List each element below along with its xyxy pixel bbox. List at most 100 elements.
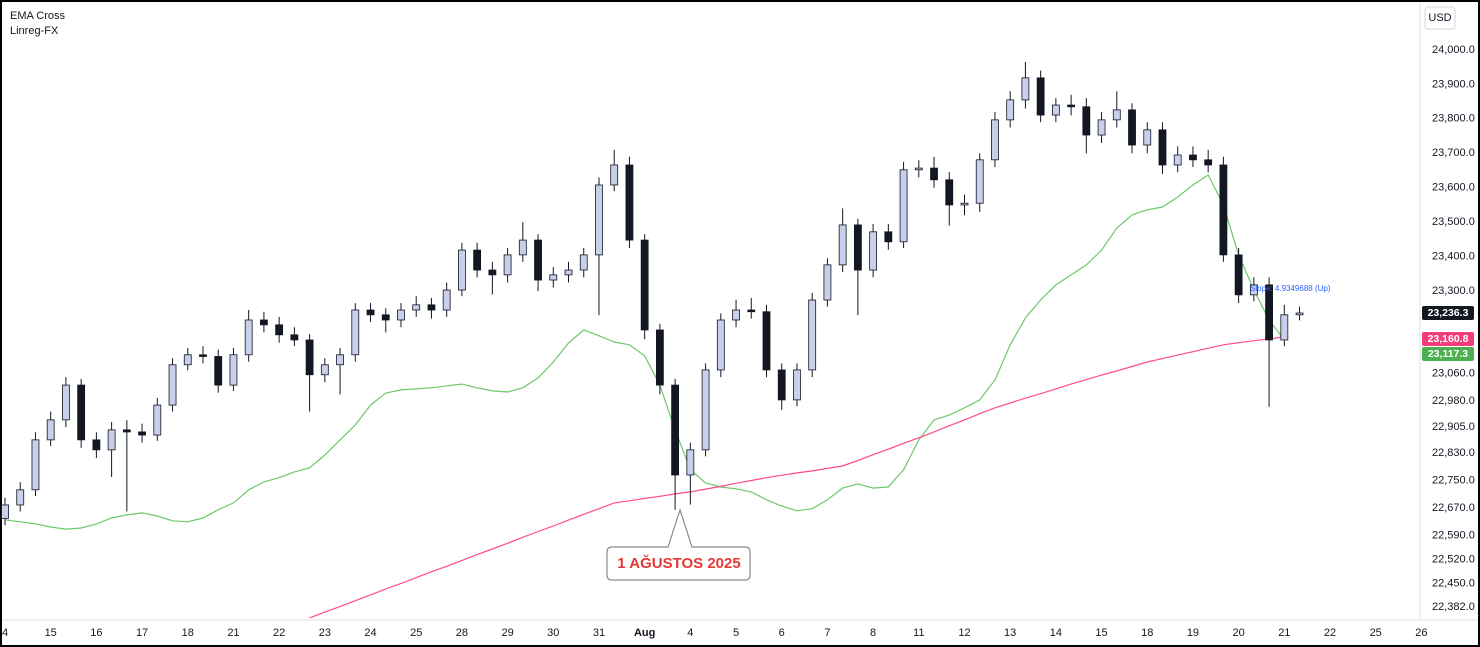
candle-body xyxy=(1265,284,1273,341)
candle-body xyxy=(1036,77,1045,116)
candle-body xyxy=(1234,254,1243,296)
x-tick-label: 21 xyxy=(1278,627,1290,639)
y-tick-label: 23,800.0 xyxy=(1432,113,1475,125)
x-tick-label: 25 xyxy=(410,627,422,639)
candle-body xyxy=(1112,109,1121,121)
x-tick-label: 16 xyxy=(90,627,102,639)
candle-body xyxy=(732,309,740,321)
x-tick-label: 25 xyxy=(1370,627,1382,639)
y-tick-label: 23,500.0 xyxy=(1432,216,1475,228)
ema-line xyxy=(4,174,1285,530)
price-label: 23,117.3 xyxy=(1428,348,1468,360)
candle-body xyxy=(549,274,558,281)
x-tick-label: 14 xyxy=(1050,627,1062,639)
candle-body xyxy=(153,404,162,436)
candle-body xyxy=(260,319,268,326)
candle-body xyxy=(686,449,695,476)
x-tick-label: 21 xyxy=(227,627,239,639)
y-tick-label: 22,590.0 xyxy=(1432,530,1475,542)
candle-body xyxy=(1082,106,1091,136)
candle-body xyxy=(595,184,603,256)
candle-body xyxy=(1204,159,1213,166)
candle-body xyxy=(1189,154,1197,161)
candle-body xyxy=(564,269,573,276)
x-tick-label: 31 xyxy=(593,627,605,639)
candle-body xyxy=(777,369,786,401)
slope-label: Slope: 4.9349688 (Up) xyxy=(1250,284,1331,293)
candle-body xyxy=(1128,109,1136,146)
candle-body xyxy=(1,504,9,519)
candle-body xyxy=(793,369,801,401)
candle-body xyxy=(122,429,131,433)
x-tick-label: 6 xyxy=(779,627,785,639)
candle-body xyxy=(655,329,664,386)
annotation-text: 1 AĞUSTOS 2025 xyxy=(617,554,740,572)
candle-body xyxy=(518,239,527,256)
x-tick-label: 18 xyxy=(182,627,194,639)
x-tick-label: 4 xyxy=(687,627,693,639)
candle-body xyxy=(640,239,649,331)
y-tick-label: 24,000.0 xyxy=(1432,44,1475,56)
candle-body xyxy=(366,309,375,316)
candle-body xyxy=(716,319,725,371)
x-tick-label: 20 xyxy=(1233,627,1245,639)
currency-box[interactable] xyxy=(1424,6,1456,30)
price-label-box xyxy=(1422,346,1474,361)
candle-body xyxy=(1067,104,1075,108)
candle-body xyxy=(610,164,619,186)
candle-body xyxy=(838,224,847,266)
x-tick-label: 23 xyxy=(319,627,331,639)
candle-body xyxy=(290,334,299,341)
candle-body xyxy=(1021,77,1030,101)
y-tick-label: 22,382.0 xyxy=(1432,601,1475,613)
candle-body xyxy=(534,239,542,281)
candle-body xyxy=(183,354,192,366)
x-tick-label: 7 xyxy=(824,627,830,639)
candle-body xyxy=(244,319,253,356)
x-tick-label: 4 xyxy=(2,627,8,639)
candle-body xyxy=(1158,129,1167,166)
x-tick-label: 30 xyxy=(547,627,559,639)
indicator-label: Linreg-FX xyxy=(10,25,59,37)
candle-body xyxy=(16,489,25,506)
candle-body xyxy=(275,324,284,336)
candle-body xyxy=(945,179,954,206)
candle-body xyxy=(46,419,55,441)
candle-body xyxy=(336,354,344,366)
candle-body xyxy=(457,249,466,291)
candle-body xyxy=(214,356,223,386)
candle-body xyxy=(1097,119,1106,136)
candle-body xyxy=(427,304,436,311)
candle-body xyxy=(320,364,329,376)
candle-body xyxy=(914,167,923,171)
candle-body xyxy=(808,299,817,371)
candle-body xyxy=(747,309,756,313)
candle-body xyxy=(853,224,862,271)
x-tick-label: 28 xyxy=(456,627,468,639)
candle-body xyxy=(381,314,390,321)
x-tick-label: 5 xyxy=(733,627,739,639)
x-tick-label: 15 xyxy=(1095,627,1107,639)
plot-area xyxy=(1,62,1304,619)
candle-body xyxy=(473,249,482,271)
candle-body xyxy=(199,354,207,357)
x-tick-label: 22 xyxy=(273,627,285,639)
x-tick-label: 26 xyxy=(1415,627,1427,639)
candle-body xyxy=(503,254,512,276)
x-tick-label: 15 xyxy=(45,627,57,639)
price-label-box xyxy=(1422,305,1474,320)
y-tick-label: 22,905.0 xyxy=(1432,421,1475,433)
candle-body xyxy=(975,159,984,204)
x-tick-label: Aug xyxy=(634,627,655,639)
y-tick-label: 22,520.0 xyxy=(1432,554,1475,566)
y-tick-label: 23,400.0 xyxy=(1432,251,1475,263)
y-tick-label: 22,670.0 xyxy=(1432,502,1475,514)
candle-body xyxy=(823,264,832,301)
x-tick-label: 29 xyxy=(501,627,513,639)
y-tick-label: 23,060.0 xyxy=(1432,368,1475,380)
candle-body xyxy=(1249,284,1258,296)
candle-body xyxy=(869,231,878,271)
price-label: 23,236.3 xyxy=(1428,307,1469,319)
y-tick-label: 22,450.0 xyxy=(1432,578,1475,590)
